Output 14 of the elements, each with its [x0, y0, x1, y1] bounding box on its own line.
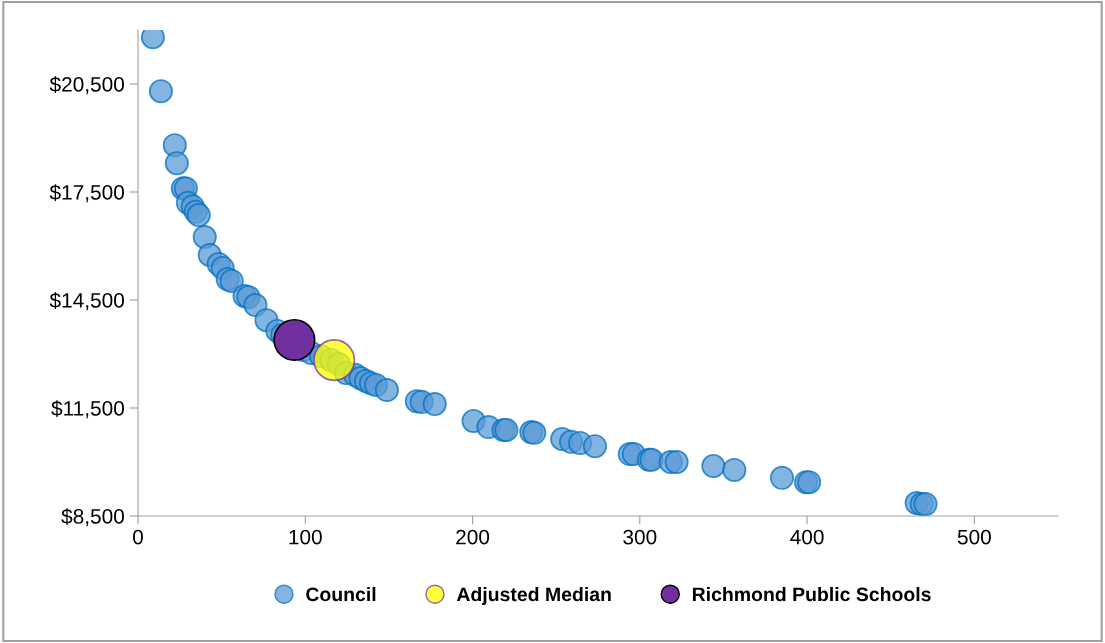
y-tick-label: $8,500 — [61, 508, 124, 527]
x-tick-label: 200 — [456, 529, 490, 545]
x-tick-label: 400 — [790, 529, 824, 545]
x-tick-label: 500 — [957, 529, 991, 545]
y-tick-label: $11,500 — [51, 400, 124, 419]
y-tick-label: $20,500 — [49, 76, 124, 95]
legend-label: Council — [306, 586, 376, 602]
y-tick-label: $17,500 — [49, 184, 124, 203]
legend-label: Adjusted Median — [456, 586, 611, 606]
x-tick-label: 100 — [289, 529, 322, 545]
legend-label: Richmond Public Schools — [692, 586, 931, 602]
y-tick-label: $14,500 — [49, 292, 124, 311]
x-tick-label: 300 — [623, 529, 657, 545]
x-tick-label: 0 — [133, 529, 143, 545]
